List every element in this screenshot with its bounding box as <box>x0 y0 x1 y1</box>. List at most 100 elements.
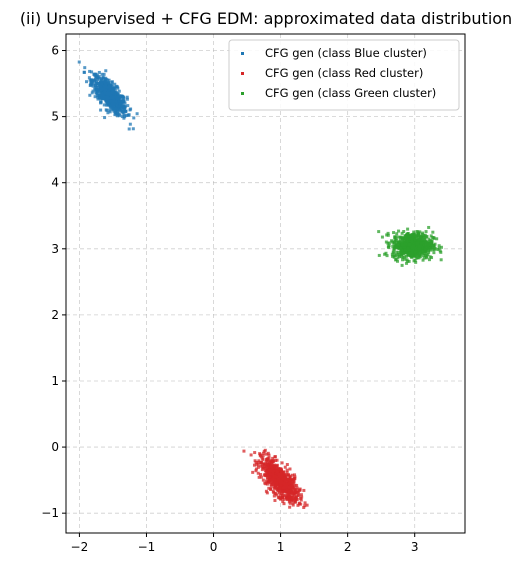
chart-title: (ii) Unsupervised + CFG EDM: approximate… <box>20 9 512 28</box>
legend-label: CFG gen (class Green cluster) <box>265 86 436 100</box>
scatter-point <box>408 237 412 241</box>
scatter-point <box>102 96 106 100</box>
scatter-point <box>275 470 279 474</box>
scatter-point <box>100 93 104 97</box>
scatter-point <box>293 483 297 487</box>
scatter-point <box>278 467 282 471</box>
scatter-point <box>405 241 409 245</box>
scatter-point <box>402 251 406 255</box>
scatter-point <box>113 86 117 90</box>
scatter-point <box>251 470 255 474</box>
scatter-point <box>94 83 98 87</box>
scatter-point <box>110 106 114 110</box>
scatter-point <box>99 90 103 94</box>
series-2 <box>377 225 443 267</box>
scatter-point <box>286 495 290 499</box>
scatter-point <box>295 486 299 490</box>
axes-frame <box>65 33 466 534</box>
scatter-point <box>393 254 397 258</box>
scatter-point <box>98 80 102 84</box>
scatter-point <box>408 251 412 255</box>
scatter-point <box>273 498 277 502</box>
scatter-point <box>106 103 110 107</box>
scatter-point <box>279 472 283 476</box>
scatter-point <box>93 87 97 91</box>
x-tick-label: −2 <box>71 540 89 554</box>
legend-marker <box>241 92 244 95</box>
scatter-point <box>113 88 117 92</box>
scatter-point <box>380 235 384 239</box>
scatter-point <box>404 242 408 246</box>
scatter-point <box>296 490 300 494</box>
scatter-point <box>128 108 132 112</box>
scatter-point <box>283 476 287 480</box>
scatter-point <box>260 468 264 472</box>
scatter-point <box>429 234 433 238</box>
scatter-point <box>267 453 271 457</box>
scatter-point <box>280 486 284 490</box>
scatter-point <box>395 250 399 254</box>
scatter-point <box>395 245 399 249</box>
scatter-point <box>111 108 115 112</box>
scatter-point <box>427 258 431 262</box>
scatter-point <box>423 233 427 237</box>
scatter-point <box>410 250 414 254</box>
scatter-point <box>88 83 92 87</box>
scatter-point <box>120 115 124 119</box>
scatter-point <box>404 254 408 258</box>
scatter-point <box>396 240 400 244</box>
scatter-point <box>261 478 265 482</box>
scatter-point <box>113 92 117 96</box>
scatter-point <box>288 481 292 485</box>
scatter-point <box>295 483 299 487</box>
scatter-point <box>428 239 432 243</box>
scatter-point <box>413 237 417 241</box>
scatter-point <box>293 473 297 477</box>
scatter-point <box>269 463 273 467</box>
scatter-point <box>408 248 412 252</box>
scatter-point <box>414 235 418 239</box>
scatter-point <box>265 479 269 483</box>
scatter-point <box>391 254 395 258</box>
scatter-point <box>132 116 136 120</box>
scatter-point <box>114 111 118 115</box>
scatter-point <box>268 460 272 464</box>
scatter-point <box>116 100 120 104</box>
scatter-point <box>412 233 416 237</box>
scatter-point <box>423 237 427 241</box>
scatter-point <box>395 235 399 239</box>
scatter-point <box>118 102 122 106</box>
scatter-point <box>439 245 443 249</box>
scatter-point <box>427 248 431 252</box>
scatter-point <box>270 461 274 465</box>
scatter-point <box>110 103 114 107</box>
scatter-point <box>126 104 130 108</box>
scatter-point <box>273 478 277 482</box>
scatter-point <box>416 240 420 244</box>
scatter-point <box>285 488 289 492</box>
scatter-point <box>431 248 435 252</box>
scatter-point <box>390 252 394 256</box>
y-tick-label: 5 <box>51 110 59 124</box>
scatter-point <box>257 475 261 479</box>
scatter-point <box>419 243 423 247</box>
scatter-point <box>269 484 273 488</box>
scatter-point <box>116 92 120 96</box>
scatter-point <box>266 476 270 480</box>
scatter-point <box>110 80 114 84</box>
scatter-point <box>425 234 429 238</box>
scatter-point <box>403 248 407 252</box>
scatter-point <box>288 467 292 471</box>
scatter-point <box>263 469 267 473</box>
scatter-point <box>77 60 81 64</box>
scatter-point <box>265 470 269 474</box>
scatter-point <box>272 474 276 478</box>
scatter-point <box>377 230 381 234</box>
scatter-point <box>254 460 258 464</box>
scatter-point <box>114 95 118 99</box>
scatter-point <box>421 235 425 239</box>
scatter-point <box>116 95 120 99</box>
scatter-point <box>117 89 121 93</box>
scatter-point <box>253 451 257 455</box>
scatter-point <box>400 240 404 244</box>
